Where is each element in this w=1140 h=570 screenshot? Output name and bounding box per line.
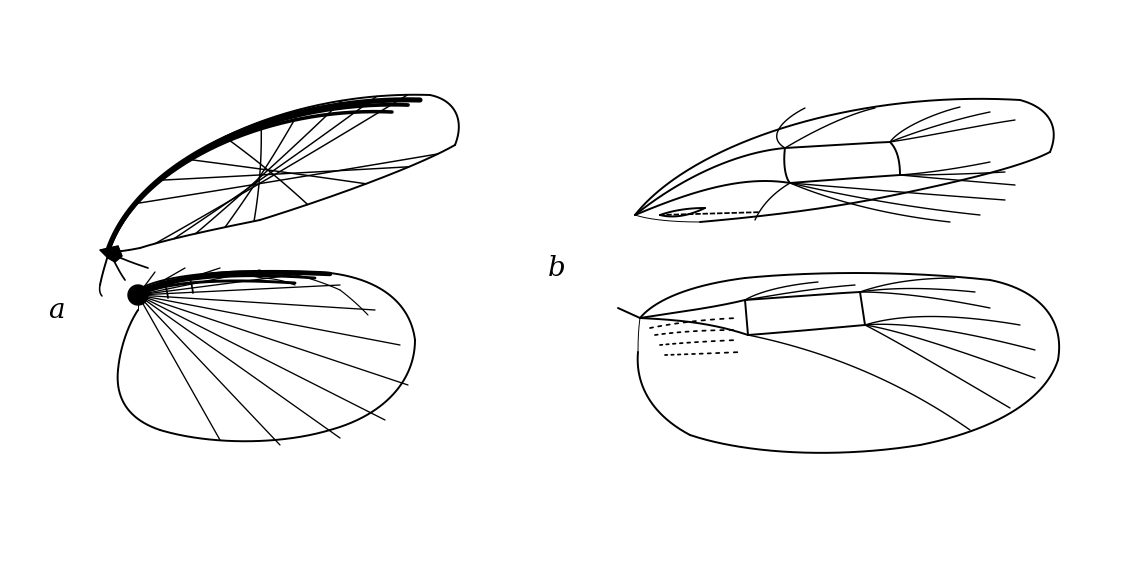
Text: b: b xyxy=(548,254,565,282)
Polygon shape xyxy=(100,246,122,262)
Text: a: a xyxy=(48,296,65,324)
Circle shape xyxy=(128,285,148,305)
